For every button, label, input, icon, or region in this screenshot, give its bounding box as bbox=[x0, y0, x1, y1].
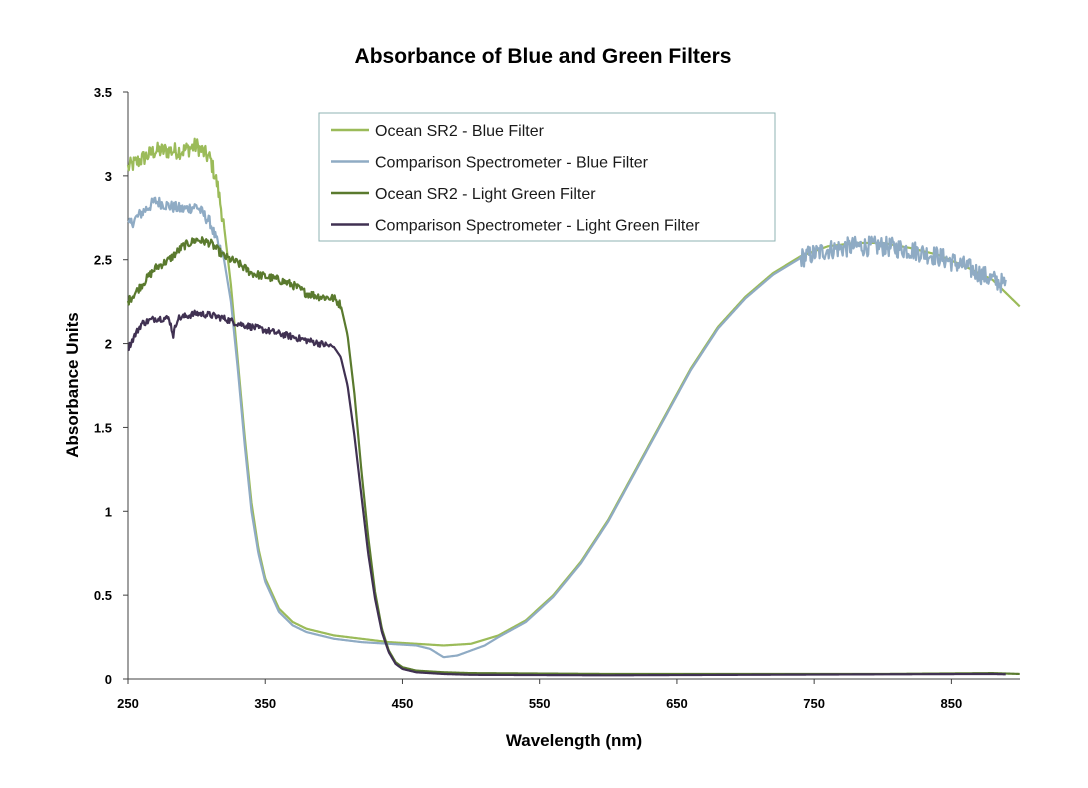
y-tick-label: 2 bbox=[105, 337, 112, 352]
series-line-3 bbox=[126, 236, 1020, 676]
x-tick-label: 350 bbox=[254, 696, 276, 711]
x-tick-label: 750 bbox=[803, 696, 825, 711]
y-tick-label: 0 bbox=[105, 672, 112, 687]
y-tick-label: 1 bbox=[105, 504, 112, 519]
x-tick-label: 250 bbox=[117, 696, 139, 711]
legend-label-4: Comparison Spectrometer - Light Green Fi… bbox=[375, 218, 700, 235]
legend: Ocean SR2 - Blue Filter Comparison Spectr… bbox=[318, 112, 776, 242]
series-line-2 bbox=[127, 196, 1007, 659]
y-tick-label: 2.5 bbox=[94, 253, 112, 268]
x-tick-label: 450 bbox=[392, 696, 414, 711]
y-axis-title: Absorbance Units bbox=[63, 312, 82, 457]
legend-label-2: Comparison Spectrometer - Blue Filter bbox=[375, 155, 649, 172]
x-axis-ticks: 250 350 450 550 650 750 850 bbox=[117, 679, 962, 711]
series-line-4 bbox=[127, 309, 1006, 677]
y-tick-label: 1.5 bbox=[94, 420, 112, 435]
x-tick-label: 850 bbox=[941, 696, 963, 711]
legend-box bbox=[318, 112, 776, 242]
legend-label-3: Ocean SR2 - Light Green Filter bbox=[375, 186, 596, 203]
x-tick-label: 550 bbox=[529, 696, 551, 711]
x-tick-label: 650 bbox=[666, 696, 688, 711]
series-lines bbox=[126, 137, 1021, 677]
chart-title: Absorbance of Blue and Green Filters bbox=[355, 45, 732, 68]
y-axis-ticks: 0 0.5 1 1.5 2 2.5 3 3.5 bbox=[94, 85, 128, 687]
legend-label-1: Ocean SR2 - Blue Filter bbox=[375, 123, 545, 140]
x-axis-title: Wavelength (nm) bbox=[506, 731, 642, 750]
y-tick-label: 3.5 bbox=[94, 85, 112, 100]
y-tick-label: 0.5 bbox=[94, 588, 112, 603]
y-tick-label: 3 bbox=[105, 169, 112, 184]
